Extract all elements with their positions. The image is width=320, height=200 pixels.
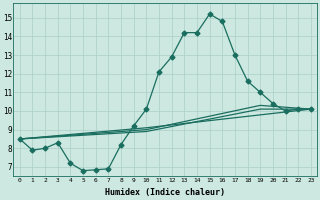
X-axis label: Humidex (Indice chaleur): Humidex (Indice chaleur) xyxy=(105,188,225,197)
